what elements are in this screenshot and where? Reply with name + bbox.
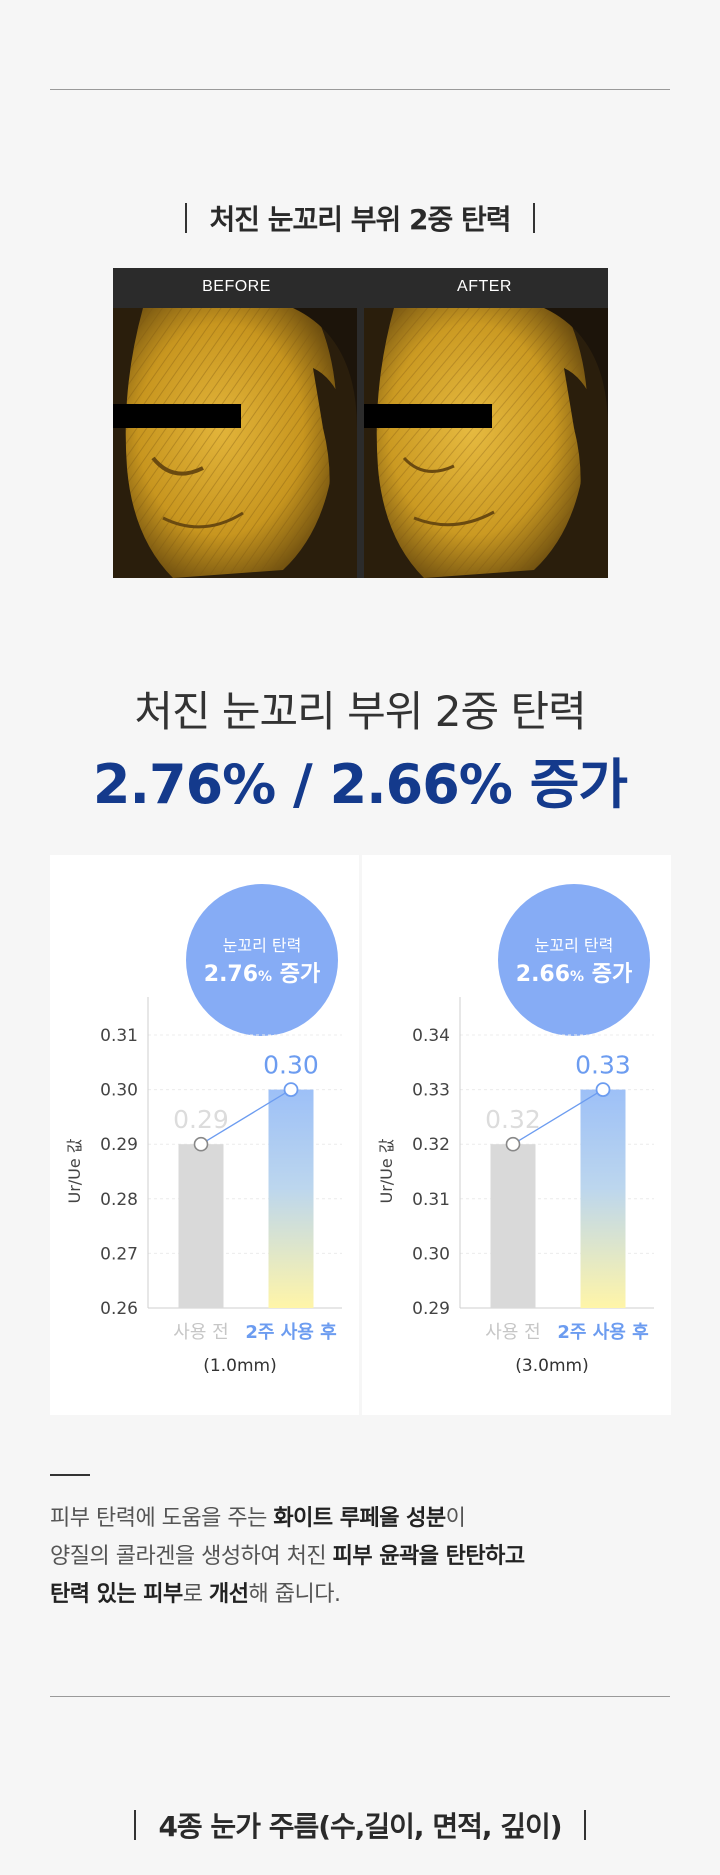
chart-caption: (3.0mm) [515,1356,588,1376]
y-tick-label: 0.30 [100,1081,138,1101]
y-tick-label: 0.29 [100,1135,138,1155]
y-tick-label: 0.31 [100,1026,138,1046]
data-label: 0.33 [575,1051,631,1080]
x-tick-label: 사용 전 [485,1322,540,1343]
description-line-2: 양질의 콜라겐을 생성하여 처진 피부 윤곽을 탄탄하고 [50,1538,525,1576]
y-tick-label: 0.26 [100,1299,138,1319]
bar-before [179,1144,224,1308]
badge-circle [498,884,650,1036]
y-tick-label: 0.32 [412,1135,450,1155]
section-title-elasticity: 처진 눈꼬리 부위 2중 탄력 [0,198,720,238]
point-before [507,1138,520,1151]
after-photo [364,308,608,578]
chart-card-1mm: 눈꼬리 탄력 2.76% 증가 0.31 0.30 0.29 0.28 0.27 0.26 Ur… [50,855,359,1415]
description-line-1: 피부 탄력에 도움을 주는 화이트 루페올 성분이 [50,1500,525,1538]
before-photo [113,308,357,578]
chart-3mm: 눈꼬리 탄력2.66% 증가0.340.330.320.310.300.29Ur… [362,855,671,1415]
point-before [195,1138,208,1151]
y-tick-label: 0.29 [412,1299,450,1319]
description-accent-line [50,1474,90,1476]
bar-after [581,1090,626,1308]
after-label: AFTER [361,278,608,296]
section-title-wrinkles: 4종 눈가 주름(수,길이, 면적, 깊이) [0,1805,720,1845]
data-label: 0.30 [263,1051,319,1080]
bar-before [491,1144,536,1308]
y-axis-label: Ur/Ue 값 [65,1138,84,1203]
x-tick-label: 사용 전 [173,1322,228,1343]
title-bar-left [185,203,187,233]
chart-1mm: 눈꼬리 탄력2.76% 증가0.310.300.290.280.270.26Ur… [50,855,359,1415]
y-axis-label: Ur/Ue 값 [377,1138,396,1203]
y-tick-label: 0.31 [412,1190,450,1210]
top-divider [50,89,670,90]
description-line-3: 탄력 있는 피부로 개선해 줍니다. [50,1576,525,1614]
section-title-text: 4종 눈가 주름(수,길이, 면적, 깊이) [158,1810,561,1843]
chart-caption: (1.0mm) [203,1356,276,1376]
result-percentages: 2.76% / 2.66% 증가 [0,740,720,819]
x-tick-label: 2주 사용 후 [245,1322,336,1343]
y-tick-label: 0.34 [412,1026,450,1046]
point-after [597,1083,610,1096]
before-label: BEFORE [113,278,360,296]
point-after [285,1083,298,1096]
before-after-photos: BEFORE AFTER [113,268,608,578]
censor-bar-after [364,404,492,428]
section-title-text: 처진 눈꼬리 부위 2중 탄력 [209,203,510,236]
y-tick-label: 0.28 [100,1190,138,1210]
y-tick-label: 0.30 [412,1244,450,1264]
title-bar-left [134,1810,136,1840]
bottom-divider [50,1696,670,1697]
result-headline: 처진 눈꼬리 부위 2중 탄력 [0,678,720,739]
badge-circle [186,884,338,1036]
badge-label: 눈꼬리 탄력 [535,936,614,955]
data-label: 0.32 [485,1105,541,1134]
censor-bar-before [113,404,241,428]
badge-label: 눈꼬리 탄력 [223,936,302,955]
title-bar-right [533,203,535,233]
title-bar-right [584,1810,586,1840]
bar-after [269,1090,314,1308]
x-tick-label: 2주 사용 후 [557,1322,648,1343]
y-tick-label: 0.27 [100,1244,138,1264]
chart-card-3mm: 눈꼬리 탄력 2.66% 증가 0.34 0.33 0.32 0.31 0.30 0.29 Ur… [362,855,671,1415]
description-text: 피부 탄력에 도움을 주는 화이트 루페올 성분이 양질의 콜라겐을 생성하여 … [50,1500,525,1614]
y-tick-label: 0.33 [412,1081,450,1101]
data-label: 0.29 [173,1105,229,1134]
